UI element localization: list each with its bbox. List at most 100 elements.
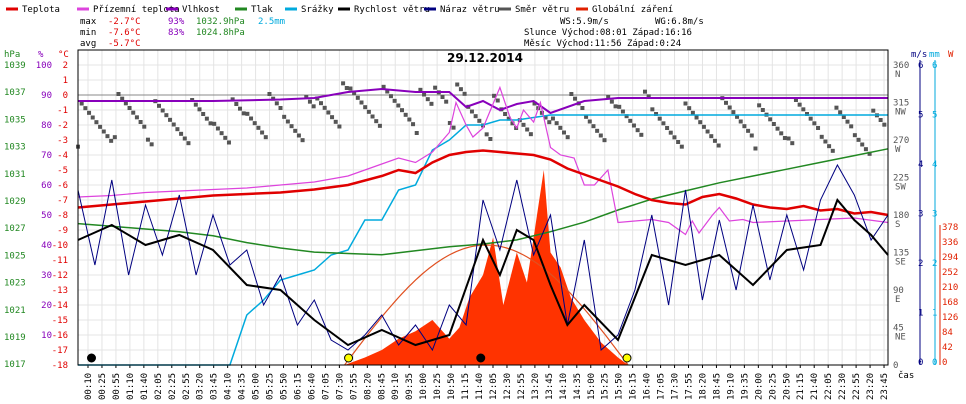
w-tick: 126 [942,313,958,323]
direction-point [646,94,651,99]
x-tick-label: 07:05 [321,373,331,400]
direction-point [525,127,530,132]
degc-tick: -5 [57,166,68,176]
direction-point [142,124,147,129]
direction-point [602,138,607,143]
direction-point [805,112,809,116]
direction-point [215,126,220,131]
dir-tick: 315 [893,99,909,109]
direction-point [650,107,655,112]
direction-point [282,114,287,119]
direction-point [797,102,802,107]
direction-point [171,122,176,127]
x-tick-label: 03:20 [196,373,206,400]
direction-point [676,140,681,144]
direction-point [219,131,224,136]
direction-point [591,124,596,129]
direction-point [727,105,732,110]
direction-point [558,125,563,130]
degc-tick: -17 [52,346,68,356]
direction-point [411,122,416,127]
direction-point [330,115,335,120]
direction-point [326,110,331,115]
direction-point [506,116,511,121]
direction-point [226,140,231,145]
degc-tick: -4 [57,151,68,161]
direction-point [263,135,268,140]
direction-point [304,95,309,99]
x-tick-label: 12:05 [489,373,499,400]
stat-max-press: 1032.9hPa [196,17,245,27]
x-tick-label: 00:55 [112,373,122,400]
direction-point [668,130,673,135]
degc-tick: -11 [52,256,68,266]
direction-point [654,112,659,116]
w-tick: 294 [942,253,958,263]
direction-point [878,118,883,122]
legend-label: Globální záření [592,5,673,15]
direction-point [624,114,629,119]
w-tick: 336 [942,238,958,248]
pct-tick: 100 [36,61,52,71]
w-tick: 84 [942,328,953,338]
direction-point [447,121,452,125]
unit-hpa: hPa [4,50,20,60]
direction-point [385,89,390,94]
direction-point [370,114,375,119]
stat-min-temp: -7.6°C [108,28,141,38]
legend-label: Tlak [251,5,273,15]
x-tick-label: 08:20 [363,373,373,400]
legend-label: Rychlost větru [354,5,430,15]
direction-point [562,130,566,135]
dir-label: S [895,220,900,230]
ms-tick: 4 [918,160,923,170]
direction-point [539,110,544,115]
x-tick-label: 21:40 [810,373,820,400]
ms-tick: 6 [918,61,923,71]
direction-point [300,138,305,143]
direction-point [208,121,213,126]
direction-point [709,134,714,139]
series-layer [76,81,889,366]
direction-point [819,134,824,139]
pct-tick: 60 [41,181,52,191]
direction-point [808,116,813,121]
hpa-tick: 1035 [4,115,26,125]
x-tick-label: 22:05 [824,373,834,400]
direction-point [296,133,301,138]
x-tick-label: 12:30 [503,373,513,400]
direction-point [532,101,537,106]
direction-point [186,141,191,146]
x-tick-label: 08:45 [377,373,387,400]
direction-point [620,109,625,114]
stat-min-hum: 83% [168,28,185,38]
w-tick: 210 [942,283,958,293]
x-tick-label: 19:35 [740,373,750,400]
hpa-tick: 1027 [4,224,26,234]
unit-time: čas [898,370,914,381]
dir-label: N [895,70,900,80]
direction-point [444,99,449,104]
direction-point [550,116,555,121]
direction-point [724,100,728,105]
direction-point [285,119,290,124]
w-tick: 0 [942,358,947,368]
direction-point [260,130,265,135]
x-tick-label: 17:05 [657,373,667,400]
x-tick-label: 15:00 [587,373,597,400]
x-tick-label: 07:55 [349,373,359,400]
direction-point [786,136,791,141]
direction-point [672,135,677,140]
ms-tick: 1 [918,309,923,319]
ws-text: WS:5.9m/s [560,17,609,27]
direction-point [569,92,574,96]
direction-point [547,120,552,125]
direction-point [120,96,125,101]
direction-point [425,97,430,102]
direction-point [363,105,368,110]
direction-point [201,112,206,116]
pct-tick: 50 [41,211,52,221]
direction-point [698,120,703,125]
ms-tick: 3 [918,210,923,220]
direction-point [230,97,235,102]
